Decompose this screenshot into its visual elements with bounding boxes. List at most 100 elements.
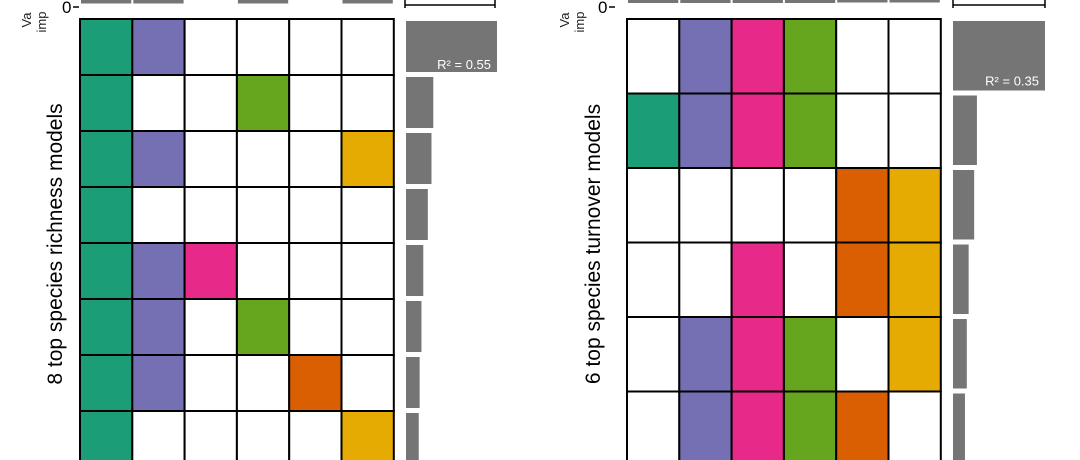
richness-model-cell: [235, 130, 291, 188]
richness-r2-bar: [406, 21, 497, 72]
turnover-model-cell: [678, 92, 733, 169]
richness-importance-bar: [133, 0, 184, 4]
turnover-model-cell: [835, 241, 890, 318]
richness-model-cell: [79, 242, 134, 300]
richness-model-cell: [235, 298, 291, 356]
richness-model-cell: [79, 130, 134, 188]
turnover-model-cell: [626, 241, 681, 318]
turnover-model-cell: [782, 316, 838, 393]
richness-model-cell: [288, 298, 343, 356]
richness-model-cell: [131, 74, 186, 132]
richness-r2-bar: [406, 413, 419, 460]
turnover-r2-bars: R² = 0.35: [953, 21, 1045, 460]
turnover-model-cell: [626, 92, 681, 169]
richness-model-cell: [183, 74, 238, 132]
richness-model-cell: [235, 74, 291, 132]
turnover-model-cell: [887, 390, 942, 460]
richness-panel: Va imp 0 R² = 0.55 8 top species richnes…: [19, 0, 497, 460]
turnover-r2-bar: [953, 170, 975, 240]
turnover-model-cell: [626, 390, 681, 460]
turnover-model-cell: [730, 92, 785, 169]
richness-importance-bars: [81, 0, 393, 4]
richness-r2-bar: [406, 133, 432, 184]
turnover-model-cell: [835, 167, 890, 244]
turnover-model-cell: [626, 167, 681, 244]
turnover-model-cell: [678, 390, 733, 460]
turnover-model-cell: [835, 18, 890, 95]
richness-model-cell: [79, 298, 134, 356]
turnover-model-cell: [730, 241, 785, 318]
richness-model-cell: [288, 410, 343, 460]
richness-model-cell: [183, 186, 238, 244]
richness-model-cell: [79, 354, 134, 412]
richness-model-cell: [235, 410, 291, 460]
turnover-importance-bar: [837, 0, 888, 3]
turnover-r2-label: R² = 0.35: [985, 74, 1039, 89]
richness-model-cell: [340, 130, 395, 188]
richness-model-cell: [131, 410, 186, 460]
turnover-model-cell: [782, 241, 838, 318]
richness-model-cell: [235, 18, 291, 76]
turnover-model-cell: [730, 316, 785, 393]
richness-model-cell: [131, 18, 186, 76]
richness-model-grid: [79, 18, 395, 460]
turnover-importance-bars: [628, 0, 940, 3]
richness-model-cell: [288, 186, 343, 244]
turnover-model-cell: [678, 316, 733, 393]
richness-r2-bar: [406, 301, 422, 352]
richness-r2-label: R² = 0.55: [437, 57, 491, 72]
richness-model-cell: [79, 410, 134, 460]
richness-model-cell: [183, 130, 238, 188]
richness-model-cell: [340, 410, 395, 460]
richness-r2-bar: [406, 245, 424, 296]
turnover-model-cell: [678, 18, 733, 95]
richness-model-cell: [340, 74, 395, 132]
richness-importance-bar: [81, 0, 132, 4]
richness-model-cell: [340, 18, 395, 76]
turnover-model-cell: [782, 390, 838, 460]
richness-model-cell: [183, 354, 238, 412]
richness-model-cell: [288, 130, 343, 188]
richness-r2-bar: [406, 189, 428, 240]
turnover-r2-bar: [953, 244, 969, 314]
turnover-r2-bar: [953, 319, 967, 389]
turnover-y-axis-label: 6 top species turnover models: [582, 104, 605, 384]
turnover-model-cell: [730, 390, 785, 460]
richness-model-cell: [288, 354, 343, 412]
richness-model-cell: [131, 298, 186, 356]
richness-model-cell: [235, 242, 291, 300]
turnover-model-cell: [782, 167, 838, 244]
richness-axis-label-line1: Va: [19, 12, 34, 28]
turnover-model-cell: [887, 316, 942, 393]
richness-model-cell: [131, 242, 186, 300]
richness-importance-bar: [237, 0, 289, 4]
richness-model-cell: [340, 354, 395, 412]
turnover-model-cell: [782, 92, 838, 169]
turnover-model-grid: [626, 18, 942, 460]
richness-model-cell: [79, 186, 134, 244]
turnover-axis-tick-zero: 0: [598, 0, 607, 17]
turnover-model-cell: [730, 167, 785, 244]
turnover-model-cell: [887, 18, 942, 95]
turnover-importance-bar: [784, 0, 836, 3]
turnover-panel: Va imp 0 R² = 0.35 6 top species turnove…: [557, 0, 1046, 460]
richness-model-cell: [131, 130, 186, 188]
richness-y-axis-label: 8 top species richness models: [44, 103, 67, 384]
richness-model-cell: [340, 298, 395, 356]
richness-model-cell: [183, 18, 238, 76]
richness-model-cell: [131, 186, 186, 244]
richness-model-cell: [79, 18, 134, 76]
turnover-model-cell: [835, 92, 890, 169]
richness-model-cell: [288, 242, 343, 300]
turnover-model-cell: [887, 92, 942, 169]
richness-model-cell: [340, 242, 395, 300]
turnover-model-cell: [626, 316, 681, 393]
richness-model-cell: [79, 74, 134, 132]
richness-r2-bar: [406, 357, 420, 408]
turnover-model-cell: [887, 167, 942, 244]
richness-model-cell: [340, 186, 395, 244]
richness-model-cell: [288, 18, 343, 76]
turnover-axis-label-line1: Va: [557, 12, 572, 28]
richness-model-cell: [235, 186, 291, 244]
richness-model-cell: [183, 298, 238, 356]
